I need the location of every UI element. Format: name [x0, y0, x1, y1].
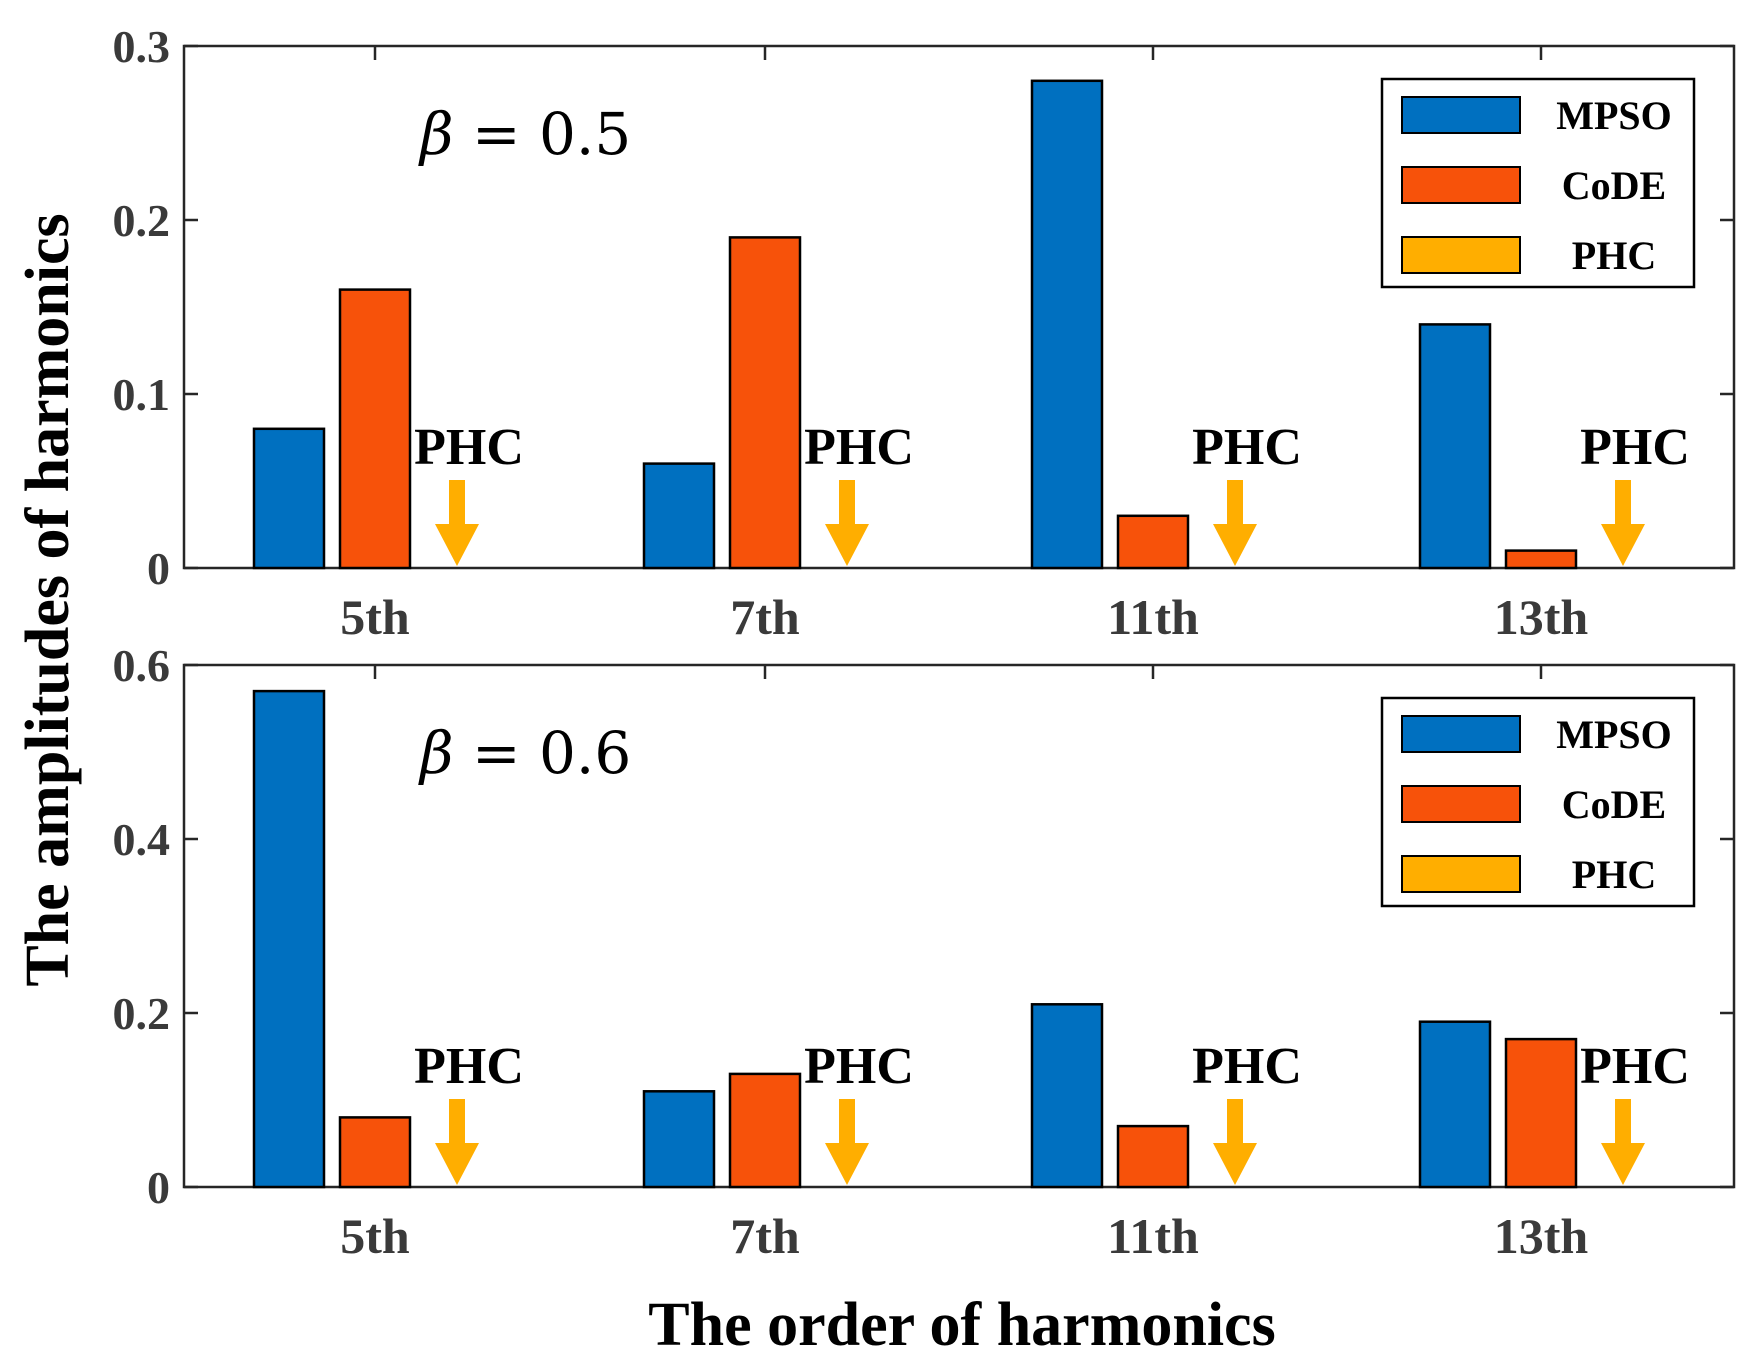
phc-arrow [1601, 1099, 1645, 1185]
phc-arrow [1213, 1099, 1257, 1185]
beta-symbol: β [418, 100, 454, 168]
legend-label-mpso: MPSO [1556, 712, 1672, 757]
phc-annotation-label: PHC [1580, 419, 1690, 476]
phc-annotation-label: PHC [1580, 1038, 1690, 1095]
legend-swatch-code [1401, 785, 1521, 823]
legend-label-phc: PHC [1572, 233, 1656, 278]
phc-arrow [435, 480, 479, 566]
x-category-label: 5th [340, 589, 410, 645]
phc-annotation-label: PHC [804, 1038, 914, 1095]
legend-swatch-code [1401, 166, 1521, 204]
legend-swatch-phc [1401, 855, 1521, 893]
phc-annotation-label: PHC [1192, 1038, 1302, 1095]
panel-2: 0 0.2 0.4 0.6 5th PHC 7th PHC 11th PHC 13th PHC β = … [113, 640, 1736, 1264]
beta-value: = 0.5 [454, 100, 632, 168]
x-category-label: 13th [1494, 589, 1589, 645]
bar-mpso [642, 462, 716, 570]
x-axis-label: The order of harmonics [648, 1291, 1275, 1359]
bar-code [1116, 1124, 1190, 1189]
y-tick-label: 0.6 [113, 640, 171, 691]
x-category-label: 13th [1494, 1208, 1589, 1264]
legend-swatch-mpso [1401, 96, 1521, 134]
x-category-label: 11th [1107, 589, 1199, 645]
y-tick-label: 0.2 [113, 195, 171, 246]
legend-label-code: CoDE [1562, 782, 1666, 827]
bar-mpso [1030, 79, 1104, 570]
beta-annotation: β = 0.5 [418, 100, 631, 168]
phc-arrow [435, 1099, 479, 1185]
phc-annotation-label: PHC [414, 419, 524, 476]
bar-code [1504, 1037, 1578, 1189]
phc-arrow [1213, 480, 1257, 566]
y-tick-label: 0.3 [113, 21, 171, 72]
phc-arrow [825, 1099, 869, 1185]
plot-frame [182, 663, 1736, 1189]
bar-mpso [1418, 323, 1492, 570]
y-axis-label: The amplitudes of harmonics [14, 213, 82, 986]
x-category-label: 5th [340, 1208, 410, 1264]
y-tick-label: 0.2 [113, 988, 171, 1039]
bar-code [728, 236, 802, 570]
y-tick-label: 0 [147, 1162, 170, 1213]
x-category-label: 11th [1107, 1208, 1199, 1264]
beta-annotation: β = 0.6 [418, 719, 631, 787]
x-category-label: 7th [730, 1208, 800, 1264]
bar-mpso [252, 427, 326, 570]
phc-annotation-label: PHC [414, 1038, 524, 1095]
bar-mpso [252, 689, 326, 1189]
y-tick-label: 0 [147, 543, 170, 594]
y-tick-label: 0.1 [113, 369, 171, 420]
y-tick-label: 0.4 [113, 814, 171, 865]
bar-mpso [1418, 1020, 1492, 1189]
phc-annotation-label: PHC [804, 419, 914, 476]
bar-code [728, 1072, 802, 1189]
legend-label-mpso: MPSO [1556, 93, 1672, 138]
bar-mpso [642, 1090, 716, 1189]
panel-1: 0 0.1 0.2 0.3 5th PHC 7th PHC 11th PHC 13th PHC β = … [113, 21, 1736, 645]
bar-code [338, 288, 412, 570]
legend-swatch-mpso [1401, 715, 1521, 753]
plot-frame [182, 44, 1736, 570]
phc-arrow [1601, 480, 1645, 566]
phc-arrow [825, 480, 869, 566]
beta-symbol: β [418, 719, 454, 787]
legend-swatch-phc [1401, 236, 1521, 274]
beta-value: = 0.6 [454, 719, 632, 787]
bar-mpso [1030, 1003, 1104, 1189]
legend-label-code: CoDE [1562, 163, 1666, 208]
bar-code [1504, 549, 1578, 570]
x-category-label: 7th [730, 589, 800, 645]
bar-code [338, 1116, 412, 1189]
bar-code [1116, 514, 1190, 570]
legend-label-phc: PHC [1572, 852, 1656, 897]
phc-annotation-label: PHC [1192, 419, 1302, 476]
